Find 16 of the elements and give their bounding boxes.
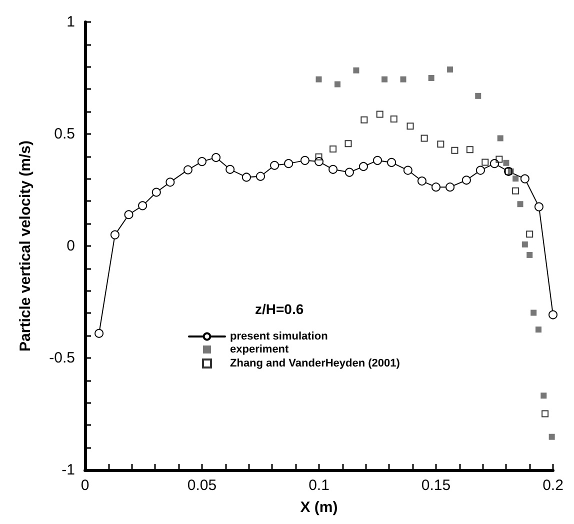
x-axis-title: X (m) (300, 499, 338, 516)
x-tick-label: 0.1 (308, 477, 330, 494)
legend-label: present simulation (230, 330, 328, 342)
y-tick-label: 1 (66, 14, 75, 30)
legend-label: Zhang and VanderHeyden (2001) (230, 358, 400, 370)
x-tick-label: 0.2 (542, 477, 564, 494)
y-axis-title: Particle vertical velocity (m/s) (17, 140, 34, 352)
x-tick-label: 0.05 (187, 477, 217, 494)
y-tick-label: 0 (66, 238, 75, 254)
y-tick-label: -1 (62, 462, 75, 478)
x-tick-label: 0.15 (421, 477, 451, 494)
legend-title: z/H=0.6 (255, 301, 304, 317)
y-tick-label: 0.5 (54, 126, 75, 142)
legend-label: experiment (230, 344, 290, 356)
y-tick-label: -0.5 (49, 350, 75, 366)
x-tick-label: 0 (80, 477, 90, 494)
